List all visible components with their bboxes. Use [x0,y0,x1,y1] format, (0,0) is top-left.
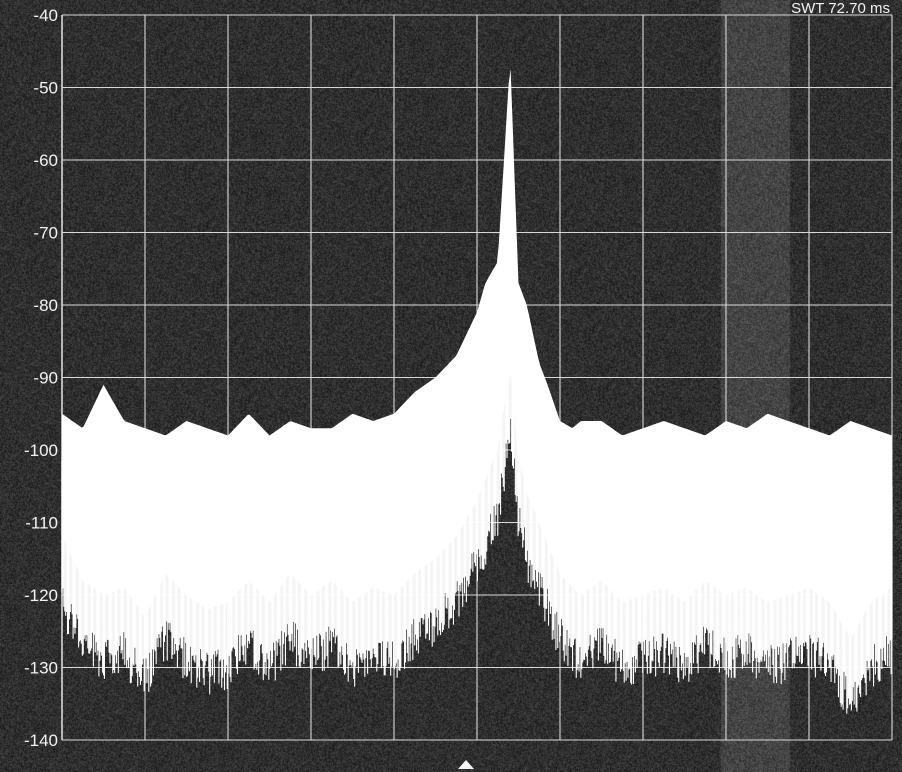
y-tick-label: -90 [33,369,58,388]
y-tick-label: -100 [24,441,58,460]
y-tick-label: -50 [33,79,58,98]
y-tick-label: -130 [24,659,58,678]
y-tick-label: -110 [25,514,58,533]
y-tick-label: -60 [33,151,58,170]
spectrum-trace [61,69,893,714]
center-frequency-marker-icon [458,760,474,769]
y-tick-label: -120 [24,586,58,605]
y-tick-label: -40 [33,6,58,25]
trace-peak-line [61,101,893,481]
y-axis-ticks: -40 -50 -60 -70 -80 -90 -100 -110 -120 -130 -140 [24,6,58,750]
y-tick-label: -80 [33,296,58,315]
sweep-time-readout: SWT 72.70 ms [791,0,890,17]
y-tick-label: -70 [33,224,58,243]
y-tick-label: -140 [24,731,58,750]
